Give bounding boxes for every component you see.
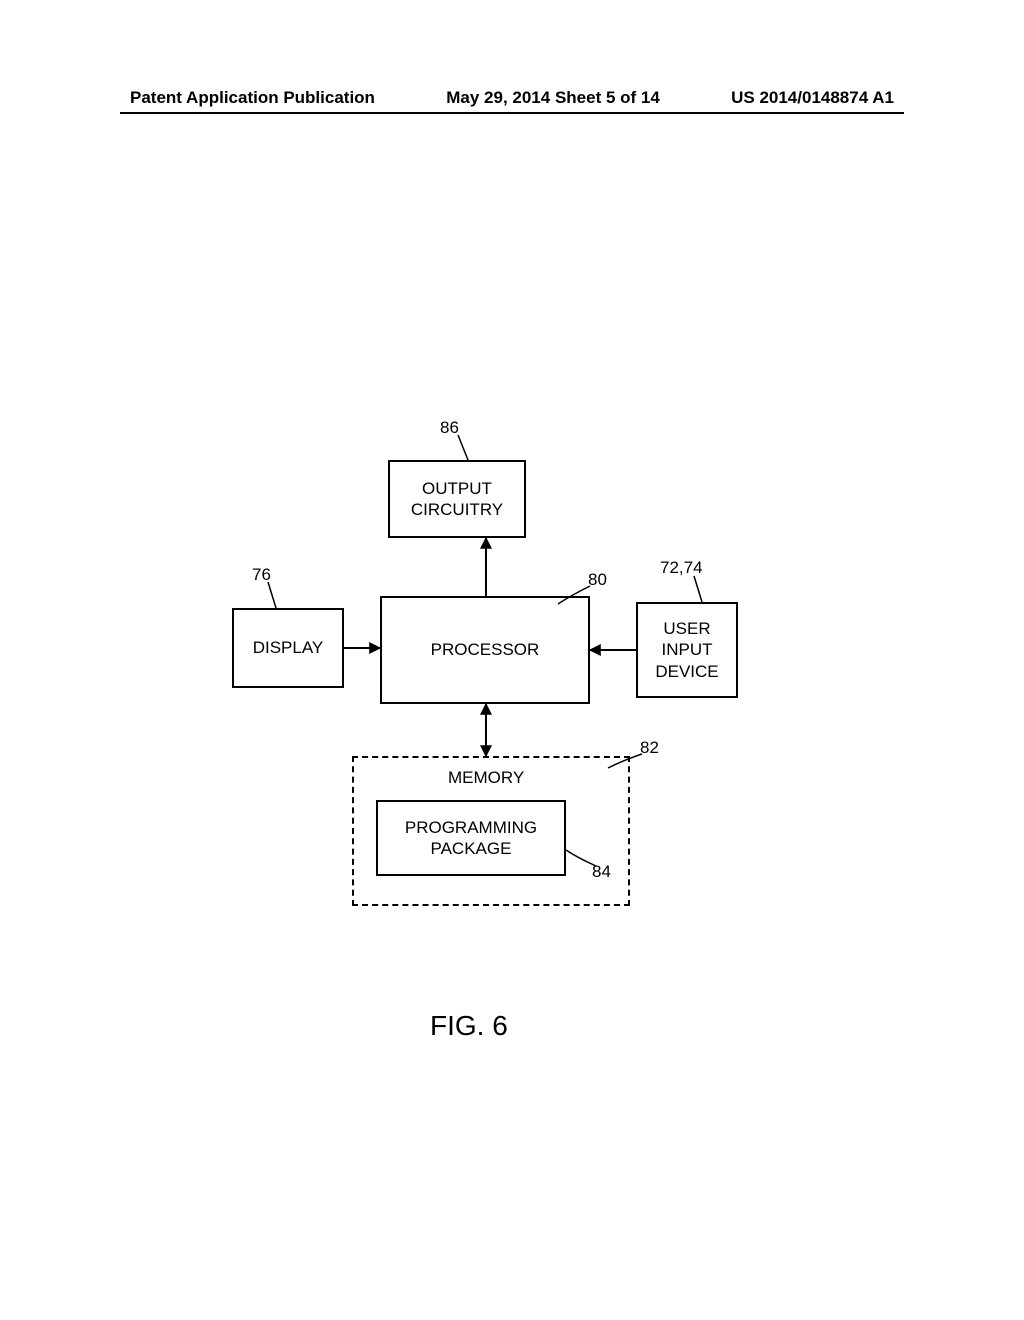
diagram-svg-layer [0,0,1024,1320]
diagram-figure-6: OUTPUTCIRCUITRY DISPLAY PROCESSOR USERIN… [0,0,1024,1320]
